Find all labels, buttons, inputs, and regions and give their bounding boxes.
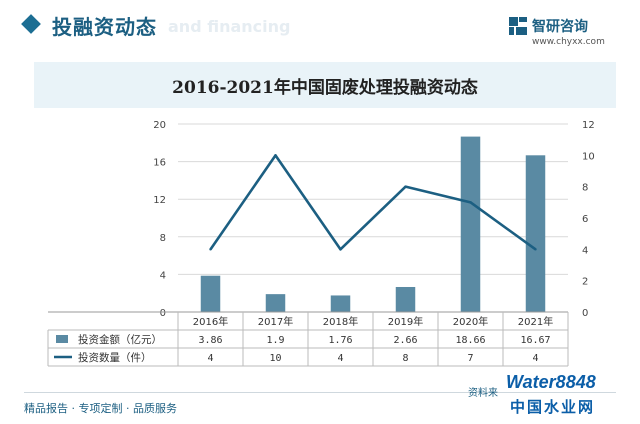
footer-divider [24, 392, 616, 393]
legend-label: 投资金额（亿元） [78, 333, 162, 346]
x-tick-label: 2021年 [518, 315, 553, 328]
bar [265, 294, 286, 312]
x-tick-label: 2018年 [323, 315, 358, 328]
chart-title-band: 2016-2021年中国固废处理投融资动态 [34, 62, 616, 108]
y-left-tick-label: 0 [160, 308, 166, 319]
x-tick-label: 2017年 [258, 315, 293, 328]
data-label: 7 [467, 353, 473, 364]
y-right-tick-label: 10 [582, 151, 595, 162]
line-point [534, 248, 537, 251]
legend-swatch-bar [56, 335, 68, 343]
brand-logo-icon [509, 17, 527, 35]
y-left-tick-label: 4 [160, 270, 166, 281]
y-left-tick-label: 16 [153, 158, 166, 169]
y-left-tick-label: 12 [153, 195, 166, 206]
x-tick-label: 2016年 [193, 315, 228, 328]
line-point [274, 154, 277, 157]
data-label: 4 [207, 353, 213, 364]
y-right-tick-label: 6 [582, 214, 588, 225]
data-label: 18.66 [455, 335, 485, 346]
line-point [209, 248, 212, 251]
data-label: 16.67 [520, 335, 550, 346]
brand-name: 智研咨询 [532, 19, 588, 35]
data-label: 3.86 [198, 335, 222, 346]
bar [525, 155, 546, 312]
data-label: 1.76 [328, 335, 352, 346]
y-right-tick-label: 0 [582, 308, 588, 319]
data-label: 10 [269, 353, 281, 364]
header-watermark: and financing [168, 17, 291, 36]
data-label: 1.9 [266, 335, 284, 346]
y-right-tick-label: 8 [582, 183, 588, 194]
y-left-tick-label: 8 [160, 233, 166, 244]
logo-text-water: Water8848 [506, 372, 596, 392]
page-header: 投融资动态 and financing 智研咨询 www.chyxx.com [0, 0, 640, 56]
source-label: 资料来 [468, 388, 498, 399]
x-tick-label: 2020年 [453, 315, 488, 328]
bar [200, 275, 221, 312]
line-point [469, 201, 472, 204]
page-title: 投融资动态 [52, 15, 157, 39]
line-point [339, 248, 342, 251]
footer-slogan: 精品报告 · 专项定制 · 品质服务 [24, 402, 177, 415]
bar [460, 136, 481, 312]
line-point [404, 185, 407, 188]
brand-block: 智研咨询 www.chyxx.com [508, 14, 618, 50]
brand-url: www.chyxx.com [532, 37, 605, 47]
y-right-tick-label: 2 [582, 277, 588, 288]
y-right-tick-label: 4 [582, 245, 588, 256]
bar [395, 286, 416, 312]
series-line [209, 154, 537, 251]
x-tick-label: 2019年 [388, 315, 423, 328]
data-label: 8 [402, 353, 408, 364]
data-label: 4 [337, 353, 343, 364]
data-label: 4 [532, 353, 538, 364]
y-left-tick-label: 20 [153, 120, 166, 131]
logo-text-cn: 中国水业网 [510, 398, 596, 416]
bar [330, 295, 351, 312]
footer-logo: 资料来 Water8848 中国水业网 [468, 372, 626, 420]
legend-label: 投资数量（件） [78, 351, 152, 364]
chart-title: 2016-2021年中国固废处理投融资动态 [172, 78, 478, 98]
y-right-tick-label: 12 [582, 120, 595, 131]
data-label: 2.66 [393, 335, 417, 346]
